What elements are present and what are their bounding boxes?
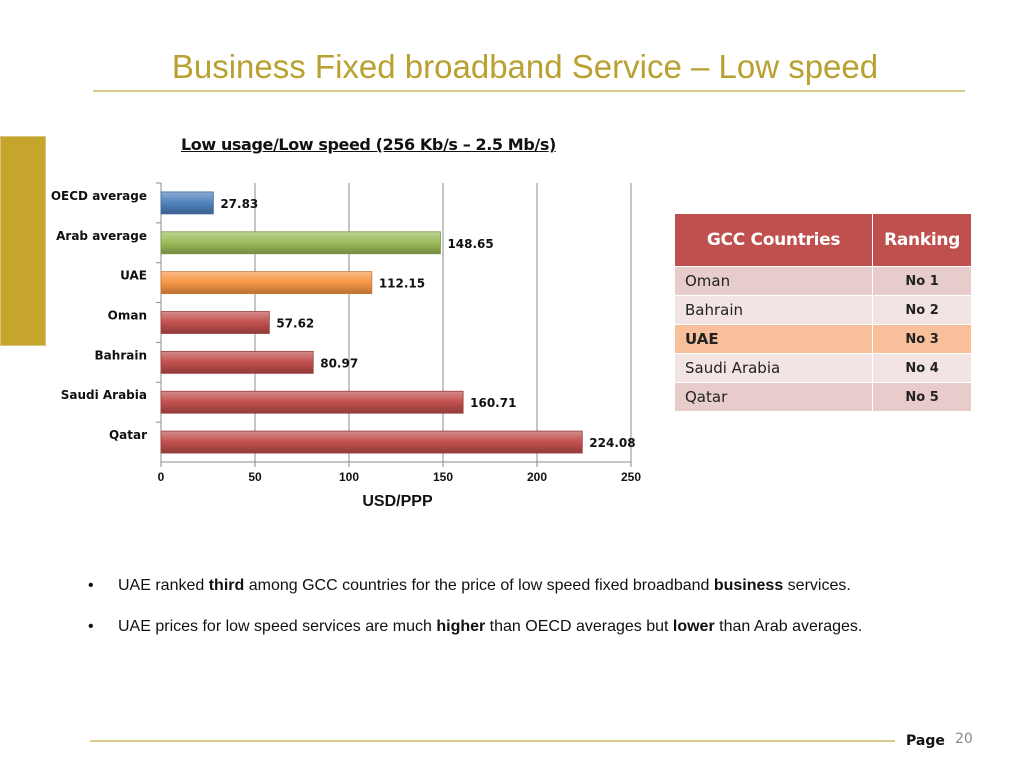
page-number: 20	[955, 731, 973, 747]
rank-cell: No 1	[872, 266, 972, 296]
data-label: 112.15	[379, 277, 425, 291]
category-label: UAE	[120, 269, 147, 283]
bullet-text: UAE ranked	[118, 577, 209, 594]
category-label: Arab average	[56, 229, 147, 243]
bar	[160, 311, 270, 334]
x-axis-title: USD/PPP	[362, 493, 433, 510]
data-label: 148.65	[447, 237, 493, 251]
data-label: 27.83	[220, 197, 258, 211]
bullet-dot: •	[88, 618, 94, 635]
table-row-highlighted: UAE No 3	[673, 324, 972, 354]
bullet-item: • UAE ranked third among GCC countries f…	[88, 576, 988, 596]
table-header-row: GCC Countries Ranking	[673, 213, 972, 267]
x-tick-label: 150	[433, 470, 453, 484]
slide-title: Business Fixed broadband Service – Low s…	[171, 48, 879, 85]
bar	[160, 271, 373, 295]
country-cell: Bahrain	[673, 295, 874, 325]
rank-cell: No 2	[872, 295, 972, 325]
bar-chart: 0 50 100 150 200 250 OECD average 27.83 Arab ave…	[51, 182, 641, 484]
data-label: 80.97	[320, 356, 358, 370]
bullet-emphasis: third	[208, 577, 245, 594]
table-row: Saudi Arabia No 4	[673, 353, 972, 383]
bar	[160, 191, 214, 215]
x-tick-label: 50	[248, 470, 262, 484]
bullet-text: UAE prices for low speed services are mu…	[118, 618, 437, 635]
x-tick-label: 200	[527, 470, 547, 484]
bullet-emphasis: higher	[436, 618, 486, 635]
country-cell: Oman	[673, 266, 874, 296]
bar	[160, 231, 441, 255]
x-tick-label: 250	[621, 470, 641, 484]
rank-cell: No 4	[872, 353, 972, 383]
category-label: Oman	[108, 309, 147, 323]
bullet-text: among GCC countries for the price of low…	[244, 577, 714, 594]
data-label: 160.71	[470, 396, 516, 410]
header-ranking: Ranking	[872, 213, 972, 267]
bullet-text: than Arab averages.	[714, 618, 863, 635]
bullet-item: • UAE prices for low speed services are …	[88, 617, 988, 637]
bar	[160, 350, 314, 374]
country-cell: UAE	[673, 324, 874, 354]
bullet-dot: •	[88, 577, 94, 594]
category-label: Bahrain	[95, 348, 147, 362]
category-label: Saudi Arabia	[61, 388, 147, 402]
rank-cell: No 5	[872, 382, 972, 412]
title-divider	[93, 90, 965, 92]
country-cell: Qatar	[673, 382, 874, 412]
bar	[160, 430, 583, 454]
country-cell: Saudi Arabia	[673, 353, 874, 383]
bullet-text: than OECD averages but	[485, 618, 673, 635]
gcc-ranking-table: GCC Countries Ranking Oman No 1 Bahrain …	[673, 213, 972, 412]
header-gcc-countries: GCC Countries	[673, 213, 874, 267]
data-label: 57.62	[276, 317, 314, 331]
rank-cell: No 3	[872, 324, 972, 354]
category-label: OECD average	[51, 189, 147, 203]
bullet-text: services.	[783, 577, 851, 594]
bullet-emphasis: lower	[672, 618, 715, 635]
table-row: Bahrain No 2	[673, 295, 972, 325]
table-row: Qatar No 5	[673, 382, 972, 412]
data-label: 224.08	[589, 436, 635, 450]
category-label: Qatar	[109, 428, 147, 442]
table-row: Oman No 1	[673, 266, 972, 296]
bullet-list: • UAE ranked third among GCC countries f…	[88, 576, 988, 658]
side-accent-bar	[0, 136, 46, 346]
page-label: Page	[906, 733, 945, 749]
bullet-emphasis: business	[713, 577, 784, 594]
x-tick-label: 100	[339, 470, 359, 484]
chart-title: Low usage/Low speed (256 Kb/s – 2.5 Mb/s…	[181, 135, 556, 154]
footer-divider	[90, 740, 895, 742]
bar	[160, 390, 464, 414]
x-tick-label: 0	[158, 470, 165, 484]
